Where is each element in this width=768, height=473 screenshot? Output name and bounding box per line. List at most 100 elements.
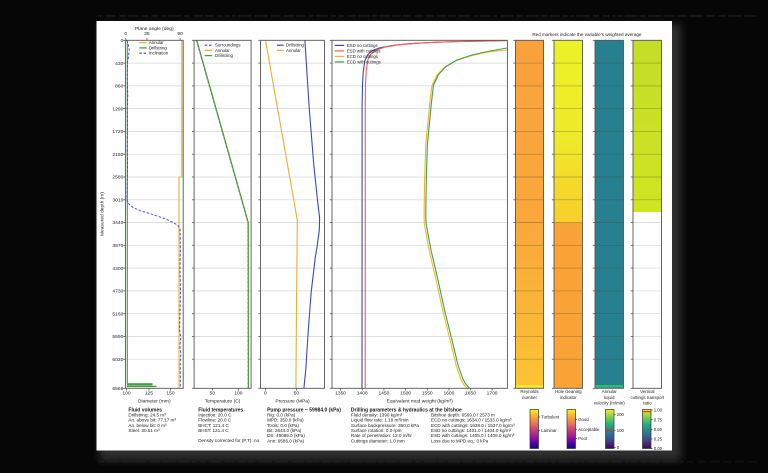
svg-text:3440: 3440 — [112, 220, 123, 226]
svg-text:Density corrected for (P,T): n: Density corrected for (P,T): no — [198, 438, 259, 443]
svg-text:Temperature (C): Temperature (C) — [205, 398, 241, 404]
svg-text:100: 100 — [234, 390, 242, 396]
svg-text:4730: 4730 — [112, 289, 123, 295]
svg-text:1500: 1500 — [400, 390, 411, 396]
svg-text:3010: 3010 — [112, 198, 123, 204]
svg-text:1700: 1700 — [487, 390, 498, 396]
svg-text:Surface rotation: 0.0 rpm: Surface rotation: 0.0 rpm — [351, 428, 402, 433]
svg-text:0: 0 — [121, 38, 124, 44]
svg-text:Annular: Annular — [149, 40, 164, 45]
svg-text:Rate of penetration: 12.0 m/hr: Rate of penetration: 12.0 m/hr — [351, 433, 413, 438]
svg-text:Pressure (MPa): Pressure (MPa) — [275, 398, 310, 404]
svg-text:1350: 1350 — [335, 390, 346, 396]
svg-text:2580: 2580 — [112, 175, 123, 181]
svg-text:Diameter (mm): Diameter (mm) — [138, 398, 171, 404]
svg-text:100: 100 — [122, 390, 130, 396]
svg-text:1600: 1600 — [443, 390, 454, 396]
svg-text:4300: 4300 — [112, 266, 123, 272]
svg-text:90: 90 — [177, 31, 183, 37]
svg-text:Surroundings: Surroundings — [215, 43, 241, 48]
svg-text:35: 35 — [144, 31, 150, 37]
svg-text:Fluid volumes: Fluid volumes — [128, 407, 162, 413]
svg-text:100: 100 — [617, 428, 625, 433]
svg-text:Bitshoe depth: 6569.0 / 2573 m: Bitshoe depth: 6569.0 / 2573 m — [431, 413, 495, 418]
svg-text:0: 0 — [617, 445, 620, 450]
svg-text:Reynolds: Reynolds — [520, 389, 539, 394]
svg-text:1720: 1720 — [112, 129, 123, 135]
svg-text:Rig: 0.0 (kPa): Rig: 0.0 (kPa) — [267, 413, 296, 418]
svg-text:velocity (m/min): velocity (m/min) — [594, 401, 625, 406]
svg-text:125: 125 — [145, 390, 153, 396]
svg-text:50: 50 — [294, 390, 300, 396]
svg-text:An. above bit: 77.17 m³: An. above bit: 77.17 m³ — [128, 418, 176, 423]
svg-text:1400: 1400 — [357, 390, 368, 396]
svg-text:0: 0 — [264, 390, 267, 396]
svg-text:Drilling parameters & hydrauli: Drilling parameters & hydraulics at the … — [351, 407, 462, 413]
svg-text:Red markers indicate the varia: Red markers indicate the variable's weig… — [532, 32, 642, 37]
svg-text:0.50: 0.50 — [654, 427, 663, 432]
svg-text:50: 50 — [210, 390, 216, 396]
svg-text:6569: 6569 — [112, 386, 123, 392]
svg-text:ECD with cuttings: 1638.0 / 15: ECD with cuttings: 1638.0 / 1537.0 kg/m³ — [431, 423, 515, 428]
svg-text:ESD no cuttings: ESD no cuttings — [347, 43, 378, 48]
svg-text:Vertical: Vertical — [640, 389, 654, 394]
svg-text:Fluid density: 1390 kg/m³: Fluid density: 1390 kg/m³ — [351, 413, 403, 418]
svg-text:indicator: indicator — [560, 395, 577, 400]
svg-text:1.00: 1.00 — [654, 408, 663, 413]
svg-text:1450: 1450 — [378, 390, 389, 396]
svg-text:Drillstring: Drillstring — [149, 45, 168, 50]
svg-text:liquid: liquid — [604, 395, 615, 400]
svg-text:BHST: 121.4 C: BHST: 121.4 C — [198, 428, 229, 433]
svg-text:Laminar: Laminar — [541, 428, 557, 433]
svg-text:ECD no cuttings: 1634.0 / 1533: ECD no cuttings: 1634.0 / 1533.0 kg/m³ — [431, 418, 512, 423]
svg-text:Inclination: Inclination — [149, 51, 169, 56]
svg-text:3870: 3870 — [112, 243, 123, 249]
svg-text:Fluid temperatures: Fluid temperatures — [198, 407, 243, 413]
svg-text:Drillstring: Drillstring — [286, 43, 305, 48]
svg-text:Hole cleaning: Hole cleaning — [555, 389, 582, 394]
svg-text:Poor: Poor — [578, 436, 588, 441]
svg-text:cuttings transport: cuttings transport — [630, 395, 664, 400]
svg-text:Steel: 30.51 m³: Steel: 30.51 m³ — [128, 428, 160, 433]
svg-text:0.25: 0.25 — [654, 437, 663, 442]
svg-text:Annular: Annular — [602, 389, 618, 394]
svg-text:BHCT: 121.4 C: BHCT: 121.4 C — [198, 423, 229, 428]
svg-text:MPD: 350.0 (kPa): MPD: 350.0 (kPa) — [267, 418, 304, 423]
svg-text:ratio: ratio — [643, 401, 652, 406]
svg-text:ESD no cuttings: 1401.0 / 1404: ESD no cuttings: 1401.0 / 1404.0 kg/m³ — [431, 428, 512, 433]
svg-text:Annular: Annular — [286, 48, 301, 53]
svg-text:Tools: 0.0 (kPa): Tools: 0.0 (kPa) — [267, 423, 299, 428]
svg-text:number: number — [522, 395, 537, 400]
svg-text:ECD with cuttings: ECD with cuttings — [347, 59, 381, 64]
svg-text:ECD no cuttings: ECD no cuttings — [347, 54, 378, 59]
svg-text:Plane angle (deg): Plane angle (deg) — [135, 26, 174, 32]
svg-text:Injection: 20.0 C: Injection: 20.0 C — [198, 413, 232, 418]
svg-text:Surface backpressure: 350.0 kP: Surface backpressure: 350.0 kPa — [351, 423, 419, 428]
svg-text:1290: 1290 — [112, 106, 123, 112]
svg-text:0.00: 0.00 — [654, 446, 663, 451]
svg-text:Ann: 9586.0 (kPa): Ann: 9586.0 (kPa) — [267, 438, 304, 443]
svg-text:150: 150 — [166, 390, 174, 396]
svg-text:Measured depth (m): Measured depth (m) — [100, 192, 106, 236]
svg-text:DS: 49089.0 (kPa): DS: 49089.0 (kPa) — [267, 433, 305, 438]
svg-text:Acceptable: Acceptable — [578, 427, 600, 432]
svg-text:Liquid flow rate: 1.19 m³/min: Liquid flow rate: 1.19 m³/min — [351, 418, 409, 423]
svg-text:5160: 5160 — [112, 311, 123, 317]
svg-text:Pump pressure ~ 59984.0 (kPa): Pump pressure ~ 59984.0 (kPa) — [267, 407, 341, 413]
svg-text:Turbulent: Turbulent — [541, 415, 560, 420]
svg-text:860: 860 — [115, 84, 123, 90]
svg-text:1550: 1550 — [422, 390, 433, 396]
svg-text:1650: 1650 — [465, 390, 476, 396]
svg-text:ESD with cuttings: 1405.0 / 14: ESD with cuttings: 1405.0 / 1408.0 kg/m³ — [431, 433, 515, 438]
svg-text:6020: 6020 — [112, 357, 123, 363]
svg-text:0.75: 0.75 — [654, 417, 663, 422]
svg-text:5590: 5590 — [112, 334, 123, 340]
svg-text:200: 200 — [617, 412, 625, 417]
svg-text:0: 0 — [124, 31, 127, 37]
svg-text:Drillstring: 24.5 m³: Drillstring: 24.5 m³ — [128, 413, 166, 418]
svg-text:An. below bit: 0 m³: An. below bit: 0 m³ — [128, 423, 167, 428]
svg-text:Good: Good — [578, 417, 589, 422]
svg-text:Annular: Annular — [215, 48, 230, 53]
svg-text:Loss due to MPD eq.: 0 kPa: Loss due to MPD eq.: 0 kPa — [431, 438, 489, 443]
svg-text:Flowline: 20.0 C: Flowline: 20.0 C — [198, 418, 232, 423]
